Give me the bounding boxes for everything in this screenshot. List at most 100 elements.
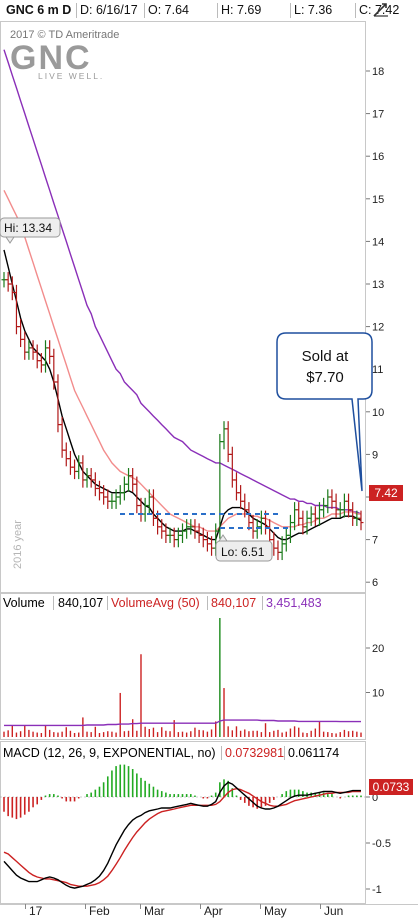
price-bar [350,502,356,526]
x-axis-tick [320,904,321,909]
open-label: O: 7.64 [148,3,189,17]
gnc-logo: GNC [10,39,92,77]
price-bar [43,340,49,373]
price-series [1,49,364,561]
symbol-label[interactable]: GNC 6 m D [6,3,72,17]
price-pane [0,21,366,593]
low-label: L: 7.36 [294,3,333,17]
price-bar [192,519,198,539]
price-bar [34,344,40,369]
volume-tick-label: 20 [372,643,384,655]
volume-header: Volume 840,107 VolumeAvg (50) 840,107 3,… [0,594,366,612]
macd-tick-label: 0 [372,792,378,804]
price-bar [221,421,227,450]
macd-series [0,764,366,889]
price-bar [296,502,302,526]
volume-avg-line [4,719,361,727]
price-tick-label: 12 [372,322,384,334]
symbol-header: GNC 6 m D D: 6/16/17 O: 7.64 H: 7.69 L: … [0,0,418,21]
price-bar [341,493,347,518]
callout-line-2: $7.70 [306,369,344,386]
header-divider [221,746,222,760]
price-bar [159,519,165,539]
price-bar [321,497,327,518]
price-bar [200,527,206,548]
price-bar [229,446,235,488]
price-bar [117,485,123,505]
year-label: 2016 year [12,520,24,569]
macd-title: MACD (12, 26, 9, EXPONENTIAL, no) [3,746,216,760]
header-divider [262,596,263,610]
price-bar [142,497,148,522]
volume-avg-value: 840,107 [211,596,257,610]
logo-tagline: LIVE WELL. [38,71,104,81]
price-tick-label: 11 [372,364,383,376]
volume-value: 840,107 [58,596,104,610]
hi-label-text: Hi: 13.34 [4,221,52,235]
ma-mid-line [3,189,361,532]
header-divider [76,3,77,18]
date-label: D: 6/16/17 [80,3,138,17]
x-axis-tick [260,904,261,909]
price-bar [130,468,136,492]
price-tick-label: 9 [372,449,378,461]
macd-signal-value: 0.061174 [288,746,340,760]
x-axis-label: Jun [324,904,344,918]
price-tick-label: 18 [372,66,384,78]
price-tick-label: 13 [372,279,384,291]
copyright-text: 2017 © TD Ameritrade [10,29,119,41]
volume-pane [0,593,366,740]
price-tick-label: 7 [372,535,378,547]
price-bar [72,459,78,480]
x-axis-label: 17 [29,904,43,918]
y-axes: 678910111213141516171810200-0.5-1 [366,66,391,896]
header-divider [207,596,208,610]
header-divider [355,3,356,18]
header-divider [53,596,54,610]
price-bar [126,468,132,492]
price-bar [275,540,281,561]
x-axis-tick [200,904,201,909]
sold-callout: Sold at $7.70 [276,332,373,492]
x-axis-label: May [264,904,287,918]
price-bar [38,353,44,373]
watermark: 2017 © TD Ameritrade GNC LIVE WELL. 2016… [10,29,119,569]
last-price-text: 7.42 [374,486,398,500]
price-bar [63,442,69,467]
price-bar [138,497,144,522]
price-bar [80,455,86,488]
volume-tick-label: 10 [372,688,384,700]
macd-pane [0,741,366,904]
price-bar [300,510,306,535]
draw-tool-icon[interactable] [372,2,390,18]
price-tick-label: 6 [372,577,378,589]
x-axis-label: Mar [144,904,165,918]
price-bar [51,348,57,390]
price-bar [121,476,127,501]
header-divider [290,3,291,18]
price-bar [67,450,73,475]
volume-avg-label: VolumeAvg (50) [111,596,200,610]
hi-label: Hi: 13.34 [0,217,61,244]
header-divider [107,596,108,610]
price-tick-label: 10 [372,407,384,419]
price-bar [92,472,98,497]
last-macd-tag: 0.0733 [369,779,413,795]
chart-canvas[interactable]: 2017 © TD Ameritrade GNC LIVE WELL. 2016… [0,21,418,919]
lo-label-text: Lo: 6.51 [221,545,265,559]
price-bar [346,493,352,518]
price-bar [238,485,244,509]
last-macd-text: 0.0733 [373,780,410,794]
price-bar [163,523,169,544]
header-divider [217,3,218,18]
macd-header: MACD (12, 26, 9, EXPONENTIAL, no) 0.0732… [0,744,366,762]
macd-tick-label: -0.5 [372,838,391,850]
price-bar [96,480,102,501]
x-axis-tick [85,904,86,909]
price-bar [225,421,231,463]
volume-avg-value-2: 3,451,483 [266,596,322,610]
high-label: H: 7.69 [221,3,262,17]
volume-title: Volume [3,596,45,610]
ma-slow-line [3,49,362,515]
price-bar [233,472,239,501]
